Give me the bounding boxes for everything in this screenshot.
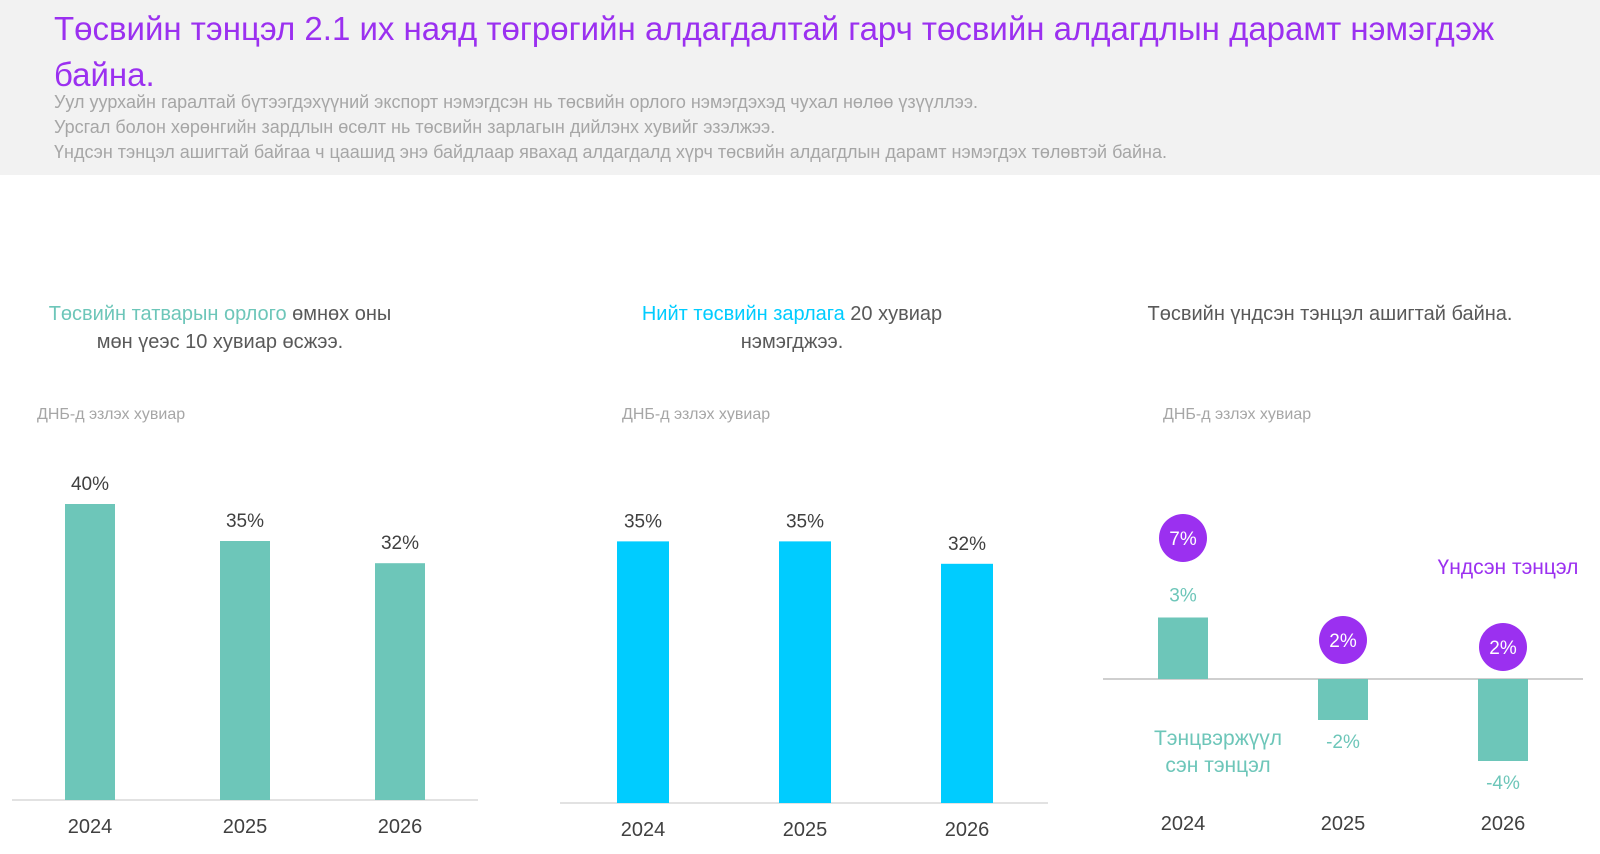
subtitle-line: Уул уурхайн гаралтай бүтээгдэхүүний эксп…	[54, 92, 979, 112]
subtitle-line: Үндсэн тэнцэл ашигтай байгаа ч цаашид эн…	[54, 142, 1167, 162]
chart1-tick-label: 2025	[223, 816, 268, 838]
chart1-bar	[65, 504, 115, 800]
balance-panel-title: Төсвийн үндсэн тэнцэл ашигтай байна.	[1147, 303, 1513, 325]
chart1-data-label: 32%	[381, 533, 419, 554]
expenditure-title-rest: 20 хувиар нэмэгджээ.	[740, 303, 943, 353]
chart3-tick-label: 2026	[1481, 813, 1526, 835]
page-title: Төсвийн тэнцэл 2.1 их наяд төгрөгийн алд…	[54, 10, 1495, 93]
chart3-tick-label: 2025	[1321, 813, 1366, 835]
chart3-series-label: Үндсэн тэнцэл	[1438, 556, 1579, 579]
chart3-marker	[1479, 623, 1527, 671]
chart1-bar	[220, 541, 270, 800]
chart3-series-label-cont: сэн тэнцэл	[1165, 754, 1270, 777]
expenditure-unit-label: ДНБ-д эзлэх хувиар	[622, 406, 771, 423]
chart2-tick-label: 2026	[945, 819, 990, 841]
chart3-series-label: Тэнцвэржүүл	[1154, 727, 1282, 750]
chart1-tick-label: 2026	[378, 816, 423, 838]
chart2-data-label: 35%	[786, 511, 824, 532]
chart1-bar	[375, 563, 425, 800]
chart3-bar	[1318, 679, 1368, 720]
chart3-data-label: 3%	[1169, 586, 1197, 607]
expenditure-panel-title: Нийт төсвийн зарлага 20 хувиар нэмэгджээ…	[622, 300, 962, 356]
chart3-marker	[1159, 514, 1207, 562]
chart3-tick-label: 2024	[1161, 813, 1206, 835]
balance-unit-label: ДНБ-д эзлэх хувиар	[1163, 406, 1312, 423]
chart1-data-label: 40%	[71, 474, 109, 495]
chart2-bar	[617, 541, 669, 803]
subtitle-line: Урсгал болон хөрөнгийн зардлын өсөлт нь …	[54, 117, 776, 137]
chart2-bar	[941, 563, 993, 803]
revenue-panel-title: Төсвийн татварын орлого өмнөх оны мөн үе…	[30, 300, 410, 356]
expenditure-title-highlight: Нийт төсвийн зарлага	[641, 303, 845, 325]
chart2-bar	[779, 541, 831, 803]
chart1-data-label: 35%	[226, 511, 264, 532]
header-banner: Төсвийн тэнцэл 2.1 их наяд төгрөгийн алд…	[0, 0, 1600, 175]
revenue-title-highlight: Төсвийн татварын орлого	[48, 303, 287, 325]
chart2-data-label: 32%	[948, 534, 986, 555]
chart3-bar	[1478, 679, 1528, 761]
chart3-marker	[1319, 616, 1367, 664]
chart3-marker-label: 2%	[1489, 638, 1517, 659]
chart3-bar	[1158, 617, 1208, 679]
subtitle-block: Уул уурхайн гаралтай бүтээгдэхүүний эксп…	[54, 90, 1554, 165]
chart2-data-label: 35%	[624, 511, 662, 532]
revenue-unit-label: ДНБ-д эзлэх хувиар	[37, 406, 186, 423]
chart2-tick-label: 2025	[783, 819, 828, 841]
chart2-tick-label: 2024	[621, 819, 666, 841]
chart1-tick-label: 2024	[68, 816, 113, 838]
chart3-marker-label: 7%	[1169, 529, 1197, 550]
chart3-marker-label: 2%	[1329, 631, 1357, 652]
chart3-data-label: -2%	[1326, 732, 1360, 753]
chart3-data-label: -4%	[1486, 773, 1520, 794]
revenue-title-rest: өмнөх оны мөн үеэс 10 хувиар өсжээ.	[96, 303, 392, 353]
